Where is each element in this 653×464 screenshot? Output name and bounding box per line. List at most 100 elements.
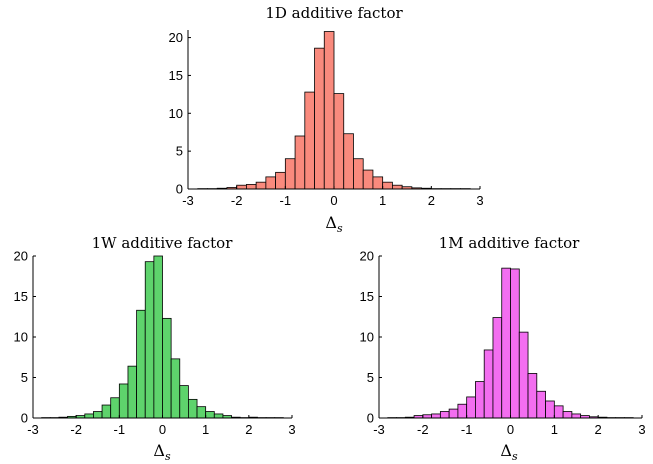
x-tick-label: -2 xyxy=(231,193,243,208)
histogram-bar xyxy=(304,91,315,190)
y-tick-label: 0 xyxy=(367,411,374,426)
chart-title: 1W additive factor xyxy=(92,234,234,252)
histogram-bar xyxy=(101,404,112,419)
axes: -3 -2 -1 0 1 2 3 0 5 10 15 20 xyxy=(169,30,484,208)
x-tick-label: -2 xyxy=(70,422,82,437)
histogram-bar xyxy=(333,93,345,190)
y-tick-label: 10 xyxy=(360,330,374,345)
x-axis-label: Δs xyxy=(153,441,171,463)
x-tick-label: -3 xyxy=(27,422,39,437)
x-tick-label: 1 xyxy=(379,193,386,208)
histogram-bar xyxy=(127,365,138,419)
x-tick-label: -2 xyxy=(417,422,429,437)
y-tick-label: 15 xyxy=(360,289,374,304)
histogram-bar xyxy=(162,317,172,419)
y-tick-label: 20 xyxy=(14,249,28,264)
chart-title: 1M additive factor xyxy=(439,234,581,252)
histogram-bar xyxy=(314,47,325,190)
histogram-bar xyxy=(294,135,306,190)
chart-title: 1D additive factor xyxy=(265,4,403,22)
histogram-bar xyxy=(179,385,189,419)
histogram-bar xyxy=(353,158,364,190)
y-tick-label: 15 xyxy=(14,289,28,304)
histogram-bar xyxy=(362,169,374,190)
histogram-bar xyxy=(170,358,181,419)
histogram-bar xyxy=(553,405,564,419)
x-tick-label: 3 xyxy=(288,422,295,437)
histogram-bar xyxy=(457,403,468,419)
histogram-bar xyxy=(275,171,286,190)
x-tick-label: 3 xyxy=(638,422,645,437)
bar-group xyxy=(41,255,284,419)
x-axis-label: Δs xyxy=(325,213,343,235)
histogram-bar xyxy=(372,176,384,190)
histogram-bar xyxy=(483,349,494,419)
y-tick-label: 0 xyxy=(176,182,183,197)
x-axis-label: Δs xyxy=(500,441,518,463)
chart-1m-additive-factor: 1M additive factor -3 -2 -1 0 1 2 3 0 5 10 15 20 Δs xyxy=(360,234,646,463)
x-tick-label: 1 xyxy=(202,422,209,437)
chart-1w-additive-factor: 1W additive factor -3 -2 -1 0 1 2 3 0 5 10 15 20 Δs xyxy=(14,234,296,463)
x-tick-label: 0 xyxy=(330,193,337,208)
histogram-bar xyxy=(187,398,198,419)
x-tick-label: 2 xyxy=(428,193,435,208)
y-tick-label: 5 xyxy=(367,370,374,385)
histogram-bar xyxy=(110,397,120,419)
histogram-bar xyxy=(545,400,555,419)
histogram-bar xyxy=(196,406,207,419)
x-tick-label: 2 xyxy=(245,422,252,437)
histogram-bar xyxy=(265,176,277,190)
x-tick-label: -3 xyxy=(373,422,385,437)
histogram-bar xyxy=(510,268,520,419)
histogram-bar xyxy=(448,408,459,419)
histogram-bar xyxy=(144,261,155,419)
y-tick-label: 10 xyxy=(169,106,183,121)
y-tick-label: 5 xyxy=(176,144,183,159)
histogram-bar xyxy=(245,184,257,190)
x-tick-label: 2 xyxy=(595,422,602,437)
histogram-bar xyxy=(255,181,267,190)
y-tick-label: 20 xyxy=(360,249,374,264)
bar-group xyxy=(387,267,634,419)
y-tick-label: 20 xyxy=(169,30,183,45)
histogram-bar xyxy=(501,267,511,419)
y-tick-label: 0 xyxy=(21,411,28,426)
histogram-bar xyxy=(391,184,403,190)
x-tick-label: 0 xyxy=(159,422,166,437)
axes: -3 -2 -1 0 1 2 3 0 5 10 15 20 xyxy=(14,249,296,438)
histogram-bar xyxy=(431,413,441,419)
chart-1d-additive-factor: 1D additive factor -3 -2 -1 0 1 2 3 0 5 10 15 20 Δs xyxy=(169,4,484,235)
x-tick-label: -1 xyxy=(280,193,292,208)
histogram-bar xyxy=(323,31,335,190)
x-tick-label: 3 xyxy=(476,193,483,208)
histogram-bar xyxy=(343,133,354,190)
histogram-bar xyxy=(213,413,224,419)
histogram-bar xyxy=(466,396,476,419)
x-tick-label: 0 xyxy=(507,422,514,437)
histogram-bar xyxy=(84,413,94,419)
histogram-bar xyxy=(536,390,546,419)
histogram-bar xyxy=(527,373,538,419)
axes: -3 -2 -1 0 1 2 3 0 5 10 15 20 xyxy=(360,249,646,438)
histogram-bar xyxy=(571,413,582,419)
histogram-bar xyxy=(136,309,146,419)
histogram-bar xyxy=(284,158,296,190)
x-tick-label: -3 xyxy=(182,193,194,208)
x-tick-label: -1 xyxy=(114,422,126,437)
histogram-bar xyxy=(492,317,503,419)
y-tick-label: 10 xyxy=(14,330,28,345)
histogram-bar xyxy=(439,411,450,419)
histogram-bar xyxy=(236,184,247,190)
histogram-bar xyxy=(518,331,529,419)
histogram-bar xyxy=(153,255,163,419)
histogram-bar xyxy=(118,383,129,419)
histogram-bar xyxy=(382,181,393,190)
histogram-bar xyxy=(205,411,215,419)
x-tick-label: 1 xyxy=(551,422,558,437)
bar-group xyxy=(197,31,471,190)
histogram-bar xyxy=(562,411,573,419)
x-tick-label: -1 xyxy=(461,422,473,437)
histogram-bar xyxy=(93,411,103,419)
histogram-bar xyxy=(475,381,485,419)
